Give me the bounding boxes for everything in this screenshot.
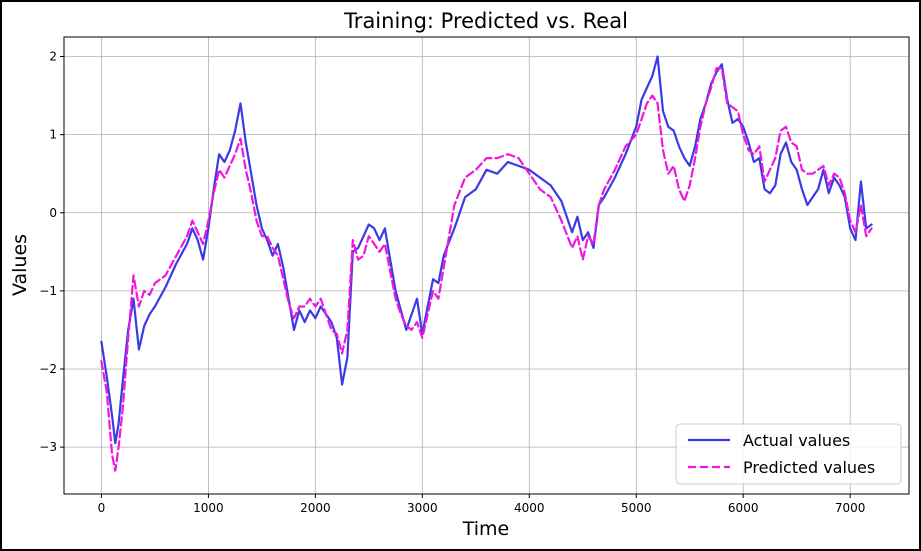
y-tick-label: −3: [39, 440, 57, 454]
legend-box: [675, 423, 902, 485]
legend-label-predicted: Predicted values: [743, 458, 875, 477]
series-line-actual: [100, 55, 873, 445]
y-tick-label: −2: [39, 362, 57, 376]
plot-frame: [63, 36, 910, 495]
y-axis-ticks: −3 −2 −1 0 1 2: [39, 50, 64, 454]
y-axis-title: Values: [9, 234, 31, 296]
x-tick-label: 3000: [407, 501, 438, 515]
x-axis-ticks: 0 1000 2000 3000 4000 5000 6000 7000: [98, 494, 866, 515]
x-axis-title: Time: [462, 518, 510, 540]
legend-label-actual: Actual values: [743, 431, 850, 450]
x-tick-label: 4000: [514, 501, 545, 515]
y-tick-label: 2: [49, 50, 57, 64]
y-tick-label: 0: [49, 206, 57, 220]
y-tick-label: 1: [49, 128, 57, 142]
legend: Actual values Predicted values: [675, 423, 902, 485]
x-gridlines: [101, 37, 851, 494]
series-layer: [100, 55, 873, 472]
x-tick-label: 6000: [728, 501, 759, 515]
plot-background: [64, 37, 909, 494]
x-tick-label: 5000: [621, 501, 652, 515]
x-tick-label: 2000: [300, 501, 331, 515]
series-line-predicted: [100, 67, 873, 472]
x-tick-label: 1000: [193, 501, 224, 515]
x-tick-label: 0: [98, 501, 106, 515]
y-tick-label: −1: [39, 284, 57, 298]
x-tick-label: 7000: [835, 501, 866, 515]
chart-title: Training: Predicted vs. Real: [343, 9, 628, 33]
